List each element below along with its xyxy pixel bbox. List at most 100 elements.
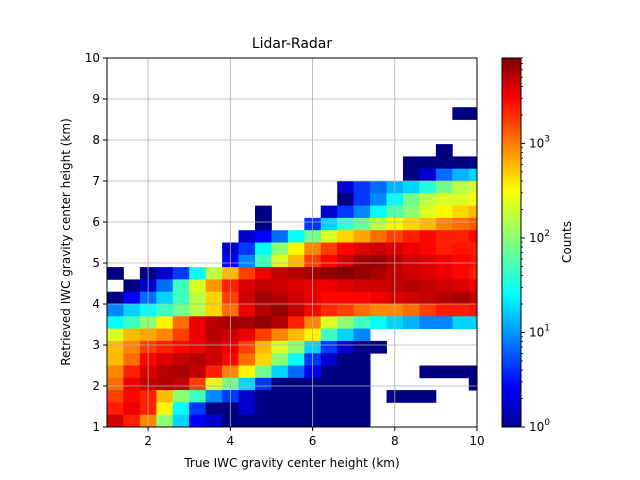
- heatmap-cell: [238, 230, 256, 243]
- heatmap-cell: [107, 328, 124, 342]
- heatmap-cell: [255, 254, 272, 268]
- colorbar-tick-label: 101: [529, 323, 550, 339]
- heatmap-cell: [337, 365, 355, 379]
- heatmap-cell: [419, 304, 437, 317]
- heatmap-cell: [468, 205, 478, 219]
- heatmap-cell: [353, 230, 371, 243]
- heatmap-cell: [287, 254, 305, 268]
- colorbar: [501, 57, 522, 428]
- heatmap-cell: [403, 291, 420, 305]
- heatmap-cell: [172, 402, 190, 416]
- heatmap-cell: [320, 340, 338, 354]
- heatmap-cell: [435, 304, 453, 317]
- heatmap-cell: [452, 316, 470, 329]
- heatmap-cell: [353, 377, 371, 391]
- heatmap-cell: [172, 267, 190, 280]
- heatmap-cell: [353, 291, 371, 305]
- heatmap-cell: [287, 340, 305, 354]
- heatmap-cell: [287, 402, 305, 416]
- heatmap-cell: [353, 316, 371, 329]
- heatmap-cell: [238, 279, 256, 293]
- heatmap-cell: [238, 390, 256, 403]
- heatmap-cell: [320, 242, 338, 256]
- heatmap-cell: [255, 377, 272, 391]
- heatmap-cell: [435, 230, 453, 243]
- heatmap-cell: [353, 340, 371, 354]
- heatmap-cell: [271, 242, 289, 256]
- heatmap-cell: [255, 242, 272, 256]
- heatmap-cell: [435, 181, 453, 194]
- heatmap-cell: [353, 217, 371, 231]
- x-axis-ticks: 2 4 6 8 10: [144, 427, 485, 448]
- heatmap-cell: [189, 377, 207, 391]
- heatmap-cell: [287, 377, 305, 391]
- heatmap-cell: [403, 390, 420, 403]
- heatmap-cell: [156, 340, 174, 354]
- heatmap-cell: [238, 365, 256, 379]
- heatmap-cell: [370, 217, 387, 231]
- heatmap-cell: [337, 328, 355, 342]
- heatmap-cell: [287, 328, 305, 342]
- heatmap-cell: [123, 304, 141, 317]
- heatmap-cell: [337, 181, 355, 194]
- heatmap-cell: [172, 316, 190, 329]
- heatmap-cell: [287, 414, 305, 428]
- heatmap-cell: [419, 217, 437, 231]
- heatmap-cell: [238, 267, 256, 280]
- heatmap-cell: [419, 279, 437, 293]
- heatmap-cell: [255, 365, 272, 379]
- colorbar-tick-label: 103: [529, 134, 550, 150]
- heatmap-cell: [370, 205, 387, 219]
- heatmap-cell: [189, 304, 207, 317]
- heatmap-cell: [370, 340, 387, 354]
- heatmap-cell: [419, 390, 437, 403]
- heatmap-cell: [419, 365, 437, 379]
- heatmap-cell: [353, 242, 371, 256]
- heatmap-cell: [156, 328, 174, 342]
- heatmap-cell: [452, 181, 470, 194]
- heatmap-cell: [123, 340, 141, 354]
- heatmap-cell: [419, 291, 437, 305]
- heatmap-cell: [353, 193, 371, 206]
- colorbar-tick-label: 100: [529, 418, 550, 434]
- plot-frame: [106, 57, 478, 428]
- heatmap-cell: [353, 267, 371, 280]
- heatmap-cell: [271, 402, 289, 416]
- heatmap-cell: [468, 230, 478, 243]
- heatmap-cell: [468, 267, 478, 280]
- heatmap-cell: [271, 291, 289, 305]
- x-tick-label: 6: [309, 434, 317, 448]
- heatmap-cell: [468, 291, 478, 305]
- heatmap-cell: [320, 328, 338, 342]
- heatmap-cell: [255, 291, 272, 305]
- colorbar-label: Counts: [560, 221, 574, 263]
- y-tick-label: 3: [92, 338, 100, 352]
- heatmap-cell: [435, 365, 453, 379]
- heatmap-cell: [403, 230, 420, 243]
- heatmap-cell: [403, 181, 420, 194]
- y-tick-label: 6: [92, 215, 100, 229]
- heatmap-cell: [255, 217, 272, 231]
- heatmap-cell: [156, 353, 174, 366]
- heatmap-cell: [271, 353, 289, 366]
- heatmap-cell: [255, 328, 272, 342]
- heatmap-cell: [337, 414, 355, 428]
- heatmap-cell: [189, 414, 207, 428]
- heatmap-cell: [123, 414, 141, 428]
- heatmap-cell: [271, 365, 289, 379]
- heatmap-cell: [353, 279, 371, 293]
- heatmap-cell: [353, 328, 371, 342]
- heatmap-cell: [419, 156, 437, 170]
- heatmap-cell: [172, 377, 190, 391]
- heatmap-cell: [353, 353, 371, 366]
- heatmap-cell: [435, 242, 453, 256]
- heatmap-cell: [123, 353, 141, 366]
- heatmap-cell: [238, 316, 256, 329]
- heatmap-cell: [271, 328, 289, 342]
- heatmap-cell: [107, 377, 124, 391]
- heatmap-cell: [123, 291, 141, 305]
- heatmap-cell: [452, 193, 470, 206]
- heatmap-cell: [255, 304, 272, 317]
- heatmap-cell: [370, 267, 387, 280]
- heatmap-cell: [189, 328, 207, 342]
